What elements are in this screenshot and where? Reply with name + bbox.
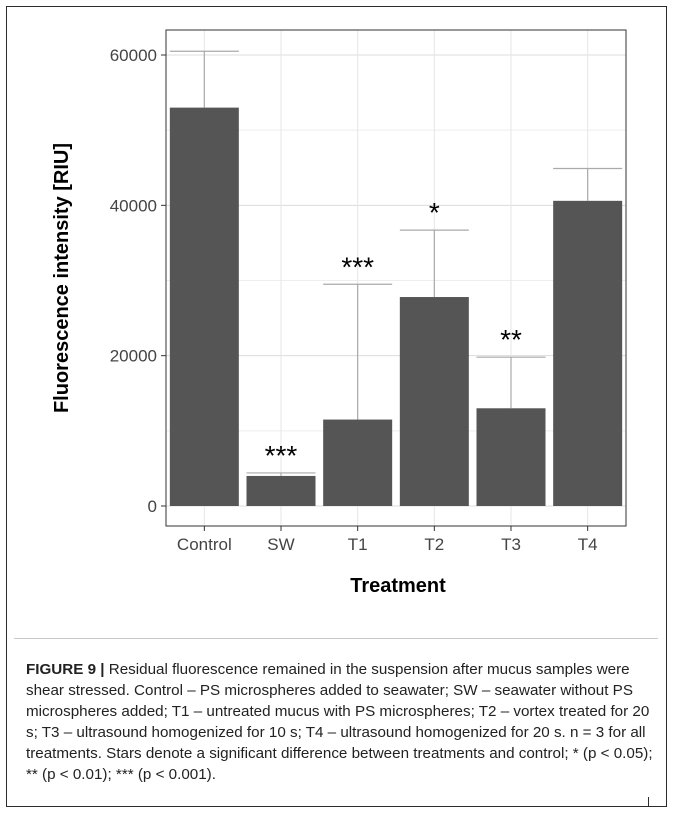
y-tick-label: 40000: [110, 196, 157, 215]
page-edge-mark: [648, 797, 649, 807]
bar-t1: [323, 419, 393, 506]
x-tick-label: T2: [424, 535, 444, 554]
y-axis: 0 20000 40000 60000: [110, 46, 166, 516]
significance-t2: *: [429, 197, 440, 228]
x-tick-label: T3: [501, 535, 521, 554]
significance-t3: **: [500, 324, 522, 355]
x-tick-label: T1: [348, 535, 368, 554]
error-bars: [169, 50, 623, 476]
y-tick-label: 0: [148, 497, 157, 516]
bars: [169, 107, 623, 506]
x-axis: Control SW T1 T2 T3 T4: [177, 526, 598, 554]
x-tick-label: T4: [578, 535, 598, 554]
caption-label: FIGURE 9 |: [26, 661, 105, 678]
figure-caption: FIGURE 9 | Residual fluorescence remaine…: [26, 659, 656, 785]
bar-t4: [553, 200, 623, 506]
bar-t2: [399, 297, 469, 506]
y-tick-label: 20000: [110, 347, 157, 366]
plot-panel-border: [165, 29, 627, 527]
x-axis-label: Treatment: [350, 575, 446, 597]
significance-labels: *********: [265, 197, 522, 471]
caption-divider: [14, 638, 658, 639]
bar-sw: [246, 475, 316, 506]
caption-text: Residual fluorescence remained in the su…: [26, 661, 653, 783]
significance-t1: ***: [341, 251, 374, 282]
y-tick-label: 60000: [110, 46, 157, 65]
significance-sw: ***: [265, 440, 298, 471]
x-tick-label: SW: [267, 535, 294, 554]
grid-lines: [166, 30, 626, 526]
y-axis-label: Fluorescence intensity [RIU]: [51, 143, 73, 413]
x-tick-label: Control: [177, 535, 232, 554]
bar-t3: [476, 408, 546, 506]
bar-control: [169, 107, 239, 506]
